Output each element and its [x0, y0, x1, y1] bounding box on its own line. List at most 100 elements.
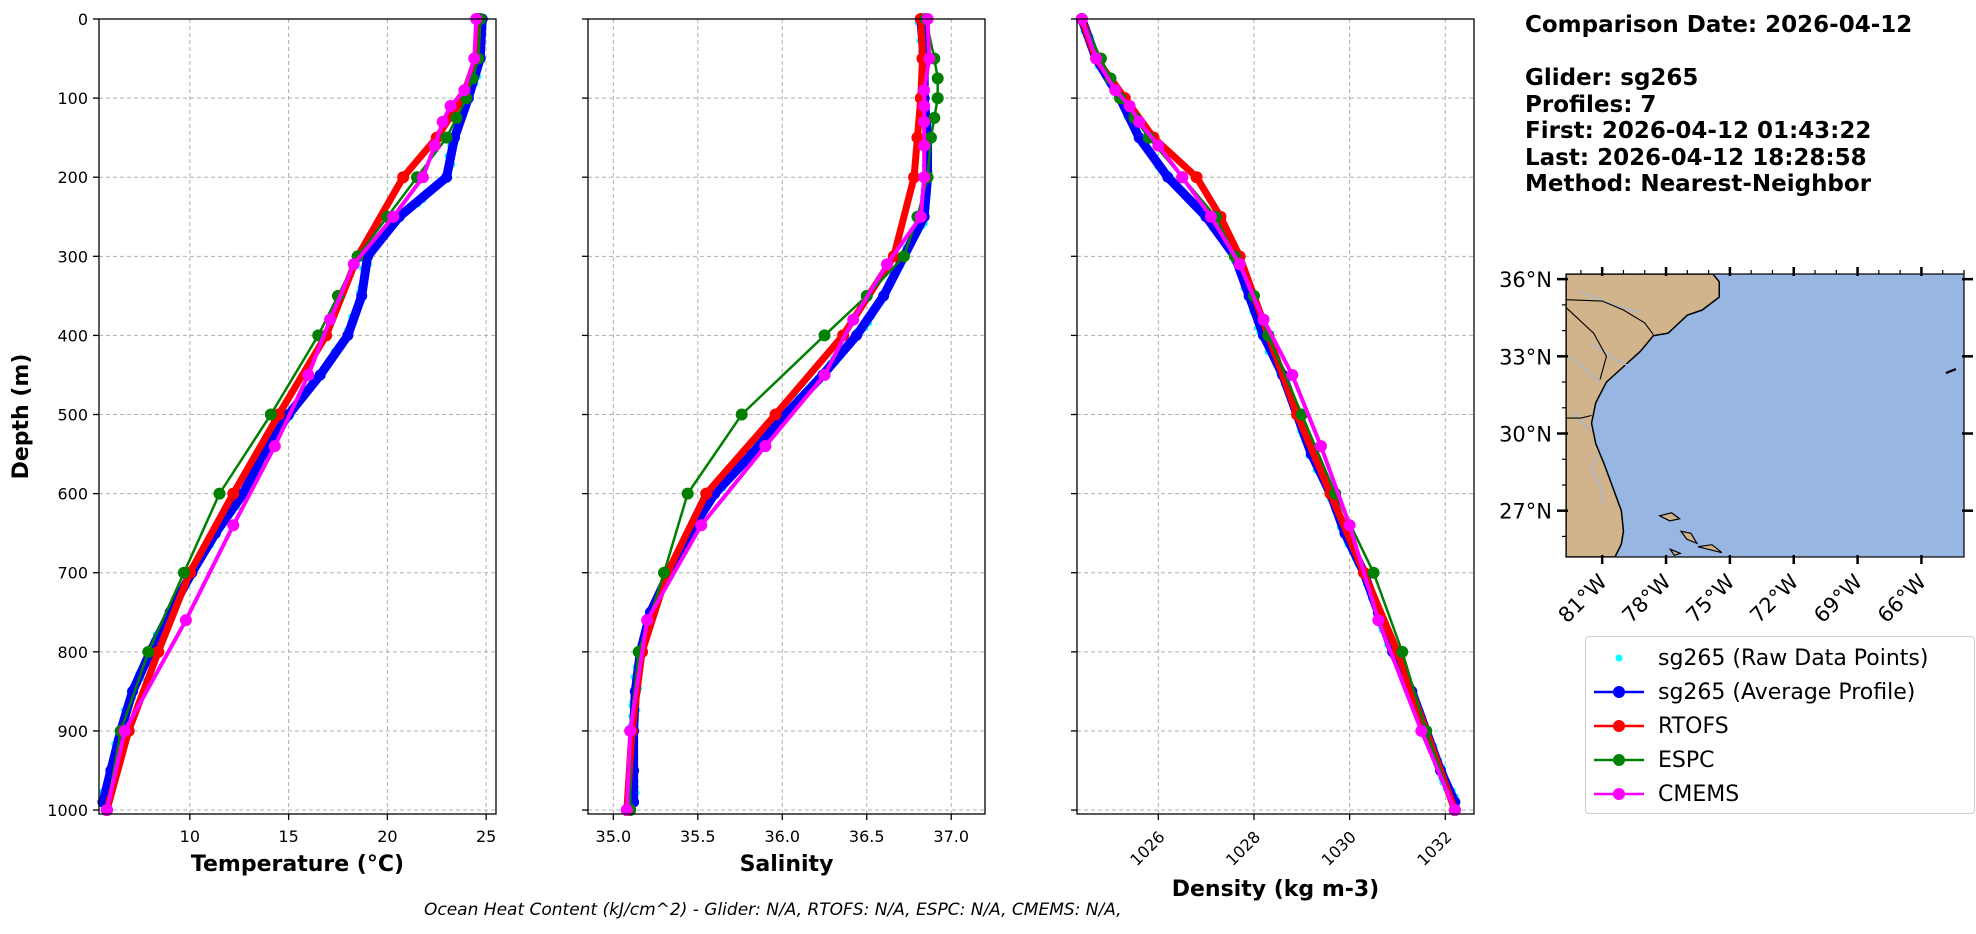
legend: sg265 (Raw Data Points) sg265 (Average P… — [1585, 636, 1975, 814]
legend-item-glider: sg265 (Average Profile) — [1586, 675, 1974, 709]
legend-item-cmems: CMEMS — [1586, 777, 1974, 811]
panel-1: 10 15 20 25 0 100 200 300 400 500 600 700 800 900 1000… — [9, 10, 497, 877]
cmems-marker — [918, 100, 931, 113]
y-tick-label: 100 — [57, 89, 88, 108]
y-ticks — [582, 18, 588, 811]
rtofs-marker — [700, 487, 713, 500]
y-tick-label: 300 — [57, 247, 88, 266]
lat-tick-label: 33°N — [1499, 345, 1552, 369]
cmems-marker — [302, 368, 315, 381]
cmems-marker — [227, 519, 240, 532]
cmems-marker — [1448, 804, 1461, 817]
rtofs-marker — [1190, 171, 1203, 184]
legend-item-espc: ESPC — [1586, 743, 1974, 777]
espc-marker — [1295, 408, 1308, 421]
espc-marker — [931, 72, 944, 85]
lat-tick-label: 27°N — [1499, 500, 1552, 524]
lon-tick-label: 78°W — [1618, 569, 1676, 627]
legend-symbol-raw — [1615, 654, 1623, 662]
cmems-marker — [416, 171, 429, 184]
y-ticks: 0 100 200 300 400 500 600 700 800 900 1000 — [47, 10, 99, 820]
espc-marker — [928, 111, 941, 124]
x-tick-label: 36.0 — [764, 827, 800, 846]
rtofs-marker — [769, 408, 782, 421]
cmems-marker — [695, 519, 708, 532]
cmems-marker — [818, 368, 831, 381]
espc-marker — [1367, 566, 1380, 579]
legend-item-raw: sg265 (Raw Data Points) — [1586, 641, 1974, 675]
x-tick-label: 1032 — [1413, 827, 1455, 869]
plot-frame — [1076, 18, 1475, 815]
river-line — [1569, 355, 1601, 383]
lon-tick-label: 81°W — [1554, 569, 1612, 627]
rtofs-marker — [152, 645, 165, 658]
espc-marker — [658, 566, 671, 579]
bahamas-island — [1679, 530, 1699, 545]
x-tick-label: 36.5 — [849, 827, 885, 846]
glider-marker — [878, 290, 890, 302]
legend-symbol-cmems — [1594, 788, 1644, 800]
glider-marker — [314, 369, 326, 381]
cmems-marker — [918, 171, 931, 184]
x-axis-label: Salinity — [740, 852, 834, 877]
y-axis-label: Depth (m) — [9, 354, 34, 480]
location-map: 36°N 33°N 30°N 27°N 81°W 78°W 75°W 72°W 69°W 66°W — [1499, 267, 1973, 628]
x-tick-label: 1028 — [1222, 827, 1264, 869]
cmems-marker — [1109, 84, 1122, 97]
espc-marker — [264, 408, 277, 421]
cmems-marker — [100, 804, 113, 817]
cmems-marker — [624, 724, 637, 737]
cmems-marker — [847, 313, 860, 326]
glider-marker — [237, 488, 249, 500]
cmems-marker — [1286, 368, 1299, 381]
y-tick-label: 1000 — [47, 801, 88, 820]
espc-marker — [818, 329, 831, 342]
bahamas-island — [1668, 548, 1683, 556]
cmems-marker — [918, 139, 931, 152]
lon-tick-label: 75°W — [1681, 569, 1739, 627]
x-tick-label: 1030 — [1318, 827, 1360, 869]
cmems-marker — [759, 440, 772, 453]
glider-marker — [342, 329, 354, 341]
cmems-marker — [1314, 440, 1327, 453]
lon-tick-label: 72°W — [1745, 569, 1803, 627]
cmems-marker — [436, 115, 449, 128]
x-tick-label: 35.5 — [680, 827, 716, 846]
legend-label-rtofs: RTOFS — [1658, 714, 1729, 739]
cmems-line — [1079, 17, 1457, 813]
cmems-marker — [1090, 52, 1103, 65]
x-ticks: 35.0 35.5 36.0 36.5 37.0 — [596, 814, 969, 846]
map-frame — [1565, 273, 1965, 558]
cmems-line — [104, 17, 479, 813]
espc-marker — [213, 487, 226, 500]
profile-panels: 10 15 20 25 0 100 200 300 400 500 600 700 800 900 1000… — [9, 10, 1475, 902]
lon-tick-label: 69°W — [1809, 569, 1867, 627]
plot-frame — [587, 18, 986, 815]
first-time: First: 2026-04-12 01:43:22 — [1525, 118, 1872, 144]
espc-marker — [924, 131, 937, 144]
y-tick-label: 200 — [57, 168, 88, 187]
cmems-marker — [347, 258, 360, 271]
y-tick-label: 700 — [57, 564, 88, 583]
espc-marker — [1396, 645, 1409, 658]
cmems-marker — [918, 84, 931, 97]
grid-lines — [99, 18, 496, 814]
bahamas-island — [1657, 512, 1682, 522]
x-tick-label: 20 — [377, 827, 397, 846]
cmems-marker — [620, 804, 633, 817]
cmems-marker — [444, 100, 457, 113]
x-axis-label: Density (kg m-3) — [1172, 877, 1380, 902]
rtofs-marker — [227, 487, 240, 500]
cmems-marker — [918, 115, 931, 128]
cmems-marker — [468, 52, 481, 65]
last-time: Last: 2026-04-12 18:28:58 — [1525, 144, 1867, 171]
river-line — [1591, 342, 1631, 368]
legend-label-glider: sg265 (Average Profile) — [1658, 680, 1916, 705]
legend-symbol-rtofs — [1594, 720, 1644, 732]
legend-label-espc: ESPC — [1658, 748, 1715, 773]
y-tick-label: 600 — [57, 485, 88, 504]
espc-marker — [735, 408, 748, 421]
legend-item-rtofs: RTOFS — [1586, 709, 1974, 743]
cmems-series — [620, 13, 936, 817]
